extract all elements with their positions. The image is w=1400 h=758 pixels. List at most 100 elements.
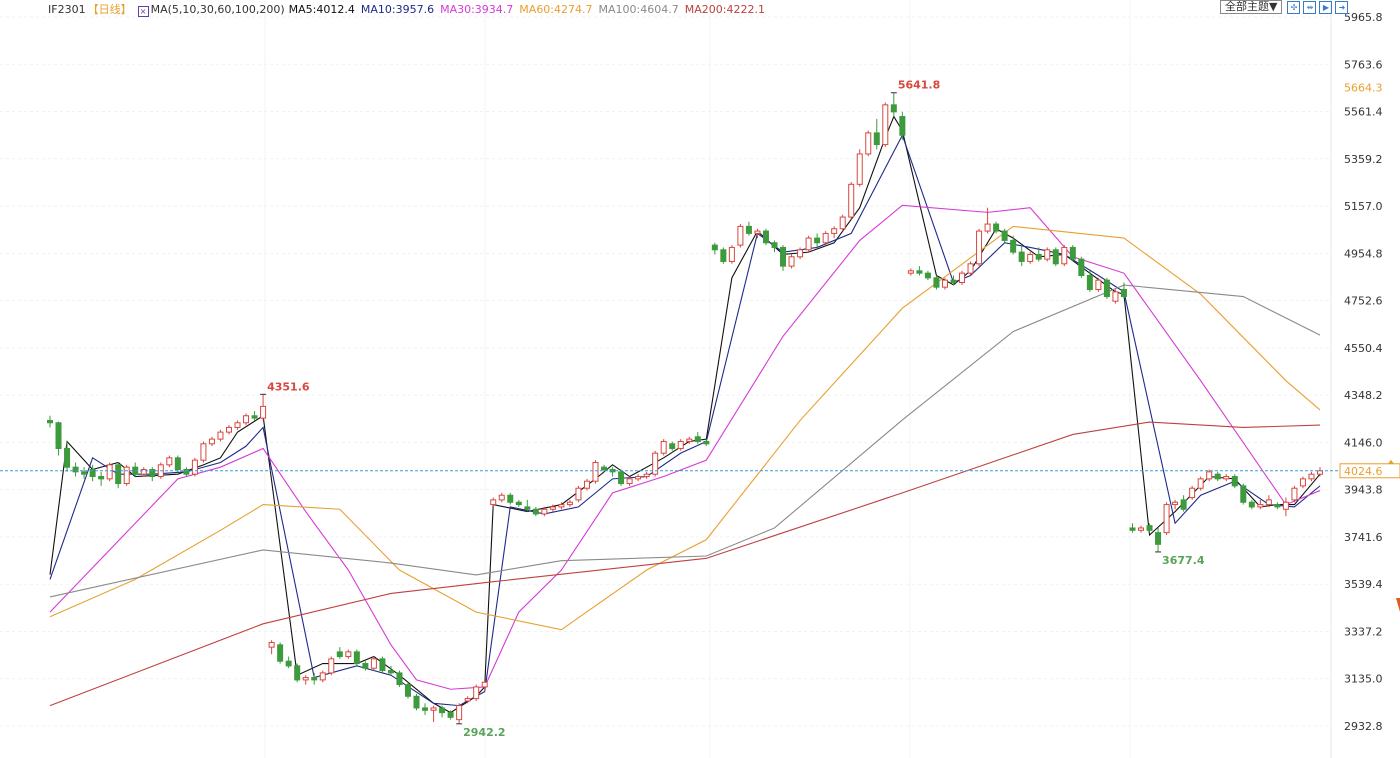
candle-body <box>1308 473 1315 480</box>
candle-body <box>1265 499 1272 506</box>
candle-body <box>1248 501 1255 508</box>
y-tick-label: 3539.4 <box>1344 578 1383 591</box>
candle-body <box>464 698 471 702</box>
y-tick-label: 4348.2 <box>1344 389 1383 402</box>
current-price-box <box>1339 463 1400 479</box>
candle-body <box>566 501 573 506</box>
candle-body <box>396 672 403 686</box>
candle-body <box>1257 504 1264 508</box>
candle-body <box>260 405 267 419</box>
export-icon[interactable]: ➜ <box>1335 0 1349 14</box>
theme-dropdown[interactable]: 全部主题▼ <box>1220 0 1283 14</box>
candle-body <box>984 223 991 232</box>
crosshair-icon[interactable]: ✣ <box>1287 0 1301 14</box>
y-tick-label: 5359.2 <box>1344 153 1383 166</box>
candle-body <box>225 426 232 433</box>
candle-body <box>98 476 105 480</box>
y-tick-label: 3337.2 <box>1344 625 1383 638</box>
candle-body <box>47 419 53 424</box>
candle-body <box>1231 476 1238 487</box>
candle-body <box>1010 239 1017 253</box>
ma-settings-icon[interactable]: × <box>137 6 149 17</box>
candle-body <box>251 415 258 419</box>
candle-body <box>583 480 590 489</box>
candle-body <box>873 132 880 146</box>
annotation-low: 2942.2 <box>463 726 505 739</box>
candle-body <box>1095 279 1102 291</box>
candle-body <box>1317 470 1323 475</box>
candle-body <box>737 225 744 246</box>
y-tick-label: 4146.0 <box>1344 436 1383 449</box>
candle-body <box>404 684 411 697</box>
candle-body <box>907 270 914 274</box>
ma-line-ma200 <box>49 421 1321 707</box>
candle-body <box>1197 478 1204 489</box>
candle-body <box>115 464 122 485</box>
candle-body <box>856 153 863 185</box>
candle-body <box>1291 487 1298 501</box>
candle-body <box>336 651 343 658</box>
candle-body <box>541 508 548 515</box>
ma-value-5: MA200:4222.1 <box>684 3 765 16</box>
candle-body <box>839 216 846 230</box>
candle-body <box>1189 487 1196 499</box>
candle-body <box>933 277 940 288</box>
candle-body <box>780 246 787 267</box>
candle-body <box>959 272 966 284</box>
candle-body <box>1146 525 1153 531</box>
candle-body <box>1086 274 1093 291</box>
candle-body <box>797 249 804 258</box>
ma-line-ma100 <box>49 284 1321 598</box>
edge-arrow-icon <box>1396 598 1400 612</box>
candle-body <box>558 504 565 508</box>
candle-body <box>711 244 718 251</box>
candle-body <box>370 658 377 669</box>
candle-body <box>848 183 855 218</box>
candle-body <box>234 422 241 428</box>
candle-body <box>976 230 983 265</box>
candle-body <box>507 494 514 503</box>
candle-body <box>924 272 931 279</box>
range-icon[interactable]: ⇹ <box>1303 0 1317 14</box>
candle-body <box>1103 279 1110 298</box>
candle-body <box>677 440 684 449</box>
candle-body <box>1120 289 1127 298</box>
candle-body <box>1138 527 1145 531</box>
candle-body <box>268 642 275 648</box>
ma-value-4: MA100:4604.7 <box>598 3 679 16</box>
candle-body <box>1180 499 1187 510</box>
candle-body <box>652 452 659 475</box>
ma-value-3: MA60:4274.7 <box>519 3 593 16</box>
candle-body <box>882 104 889 146</box>
candle-body <box>1214 473 1221 480</box>
candle-body <box>1001 230 1008 241</box>
play-icon[interactable]: ▶ <box>1319 0 1333 14</box>
candle-body <box>473 686 480 700</box>
y-tick-label: 5763.6 <box>1344 58 1383 71</box>
candle-body <box>575 487 582 501</box>
candle-body <box>1282 501 1289 510</box>
candle-body <box>302 677 309 681</box>
candle-body <box>515 501 522 506</box>
candle-body <box>81 471 88 475</box>
candle-body <box>294 665 301 681</box>
candle-body <box>1223 476 1230 480</box>
y-tick-label: 4550.4 <box>1344 342 1383 355</box>
candle-body <box>456 705 463 721</box>
candle-body <box>345 651 352 658</box>
candle-body <box>635 476 642 480</box>
candle-body <box>413 695 420 709</box>
candle-body <box>643 473 650 478</box>
ma-line-ma60 <box>49 225 1321 631</box>
candle-body <box>200 443 207 461</box>
candle-body <box>626 478 633 485</box>
y-tick-label: 3741.6 <box>1344 531 1383 544</box>
candle-body <box>754 230 761 234</box>
candle-body <box>277 644 284 662</box>
candle-body <box>524 506 531 510</box>
candle-body <box>1052 249 1059 265</box>
y-tick-label: 5561.4 <box>1344 106 1383 119</box>
candle-body <box>762 230 769 244</box>
candle-body <box>72 466 79 473</box>
